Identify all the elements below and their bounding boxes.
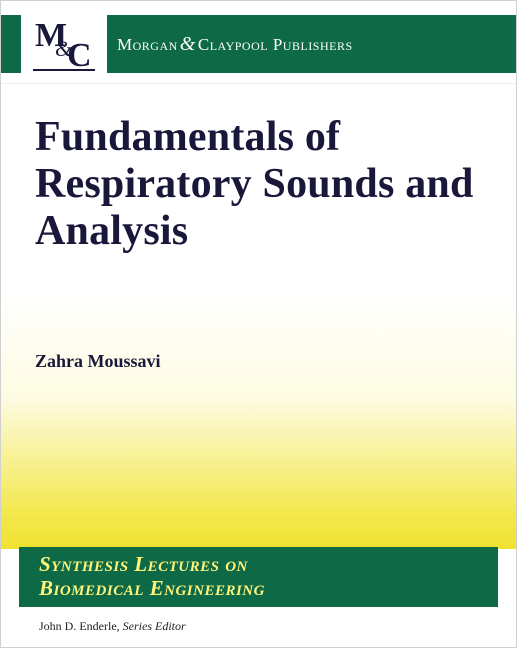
book-cover: M & C Morgan&Claypool Publishers Fundame… — [0, 0, 517, 648]
publisher-logo: M & C — [21, 7, 107, 81]
series-line-1: Synthesis Lectures on — [39, 553, 498, 577]
mc-logo-icon: M & C — [29, 14, 99, 74]
main-panel: Fundamentals of Respiratory Sounds and A… — [1, 83, 516, 549]
svg-text:C: C — [67, 37, 92, 74]
book-title: Fundamentals of Respiratory Sounds and A… — [35, 114, 488, 255]
publisher-name: Morgan&Claypool Publishers — [117, 33, 353, 56]
publisher-right: Claypool Publishers — [198, 35, 353, 54]
editor-name: John D. Enderle, — [39, 619, 120, 633]
series-line-2: Biomedical Engineering — [39, 577, 498, 601]
publisher-ampersand: & — [178, 33, 198, 55]
editor-role: Series Editor — [123, 619, 186, 633]
series-band: Synthesis Lectures on Biomedical Enginee… — [19, 547, 498, 607]
series-editor: John D. Enderle, Series Editor — [39, 619, 516, 634]
publisher-band: M & C Morgan&Claypool Publishers — [1, 15, 516, 73]
publisher-left: Morgan — [117, 35, 178, 54]
book-author: Zahra Moussavi — [35, 351, 488, 372]
